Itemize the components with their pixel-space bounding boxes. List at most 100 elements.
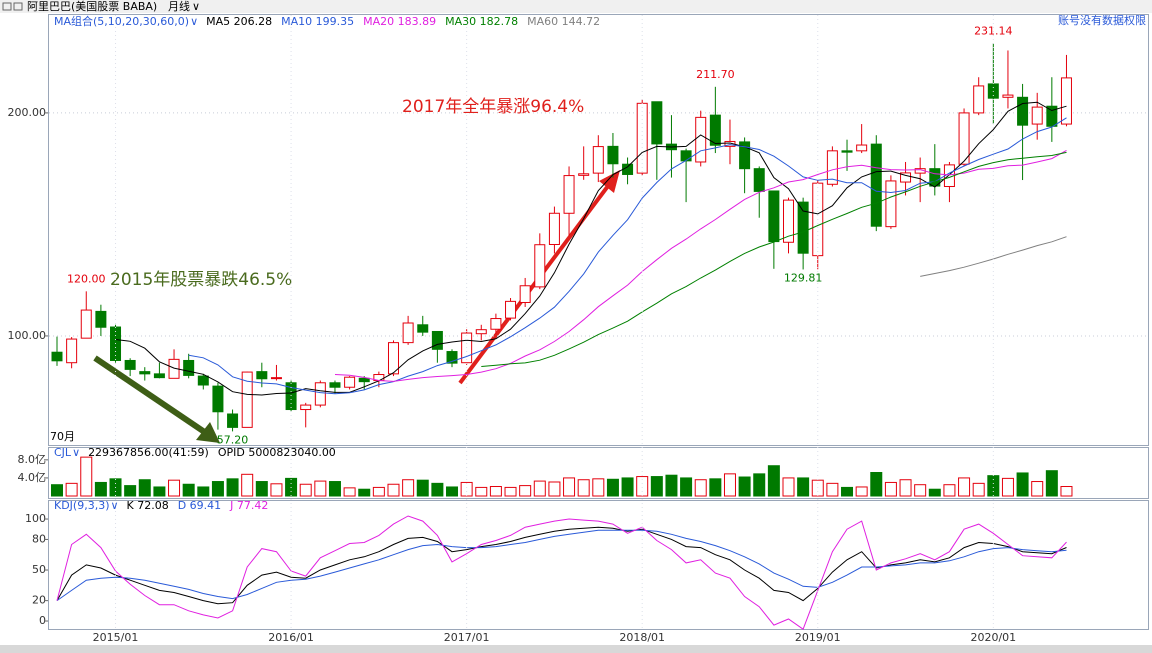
candle-body <box>548 212 560 245</box>
volume-bar <box>1060 486 1073 497</box>
candle-body <box>929 168 941 187</box>
legend-entry: MA10 199.35 <box>281 15 354 28</box>
candle-body <box>753 168 765 192</box>
volume-bar <box>782 477 795 497</box>
price-panel <box>48 14 1149 446</box>
volume-bar <box>1045 470 1058 497</box>
candle-body <box>973 85 985 114</box>
y-tick-label: 4.0亿 <box>18 471 47 484</box>
legend-entry[interactable]: KDJ(9,3,3) <box>54 499 110 512</box>
candle-body <box>856 144 868 152</box>
legend-entry[interactable]: CJL <box>54 446 72 459</box>
arrow-head <box>599 170 620 193</box>
candle-body <box>139 371 151 375</box>
volume-bar <box>372 486 385 497</box>
candle-body <box>870 143 882 227</box>
volume-bar <box>153 486 166 497</box>
candle-body <box>431 330 443 350</box>
arrow-head <box>196 422 220 443</box>
volume-bar <box>548 481 561 497</box>
top-bar <box>0 0 1152 13</box>
volume-bar <box>1031 481 1044 497</box>
low-label: 57.20 <box>217 433 249 446</box>
legend-entry: MA20 183.89 <box>363 15 436 28</box>
volume-bar <box>563 477 576 497</box>
volume-bar <box>168 479 181 497</box>
volume-bar <box>504 486 517 497</box>
volume-bar <box>826 482 839 497</box>
x-tick-label: 2020/01 <box>970 631 1016 644</box>
volume-bar <box>343 487 356 497</box>
candle-body <box>563 175 575 214</box>
volume-bar <box>914 484 927 497</box>
annotation: 2017年全年暴涨96.4% <box>402 97 584 117</box>
candle-body <box>783 199 794 243</box>
candle-body <box>900 172 912 183</box>
volume-bar <box>241 473 254 497</box>
legend-entry: J 77.42 <box>229 499 268 512</box>
y-tick-label: 80 <box>32 532 46 545</box>
volume-bar <box>387 483 400 497</box>
candle-body <box>958 112 970 165</box>
x-tick-label: 2016/01 <box>268 631 314 644</box>
y-tick-label: 0 <box>39 614 46 627</box>
volume-bar <box>226 478 239 497</box>
candle-body <box>607 145 619 165</box>
volume-bar <box>431 482 444 497</box>
candle-body <box>285 382 297 411</box>
legend-entry: 229367856.00(41:59) <box>88 446 209 459</box>
volume-bar <box>592 478 605 497</box>
candle-body <box>402 322 414 344</box>
volume-bar <box>606 478 619 497</box>
high-label: 231.14 <box>974 24 1013 37</box>
indicator-line <box>334 149 1067 382</box>
volume-bar <box>987 475 1000 497</box>
dropdown-glyph: ∨ <box>111 499 119 512</box>
candle-body <box>270 377 282 380</box>
candle-body <box>358 377 370 383</box>
candle-body <box>66 338 78 364</box>
legend-entry: K 72.08 <box>127 499 169 512</box>
legend-entry[interactable]: MA组合(5,10,20,30,60,0) <box>54 14 189 28</box>
volume-bar <box>738 476 751 497</box>
candle-body <box>256 371 268 380</box>
candle-body <box>885 180 897 228</box>
candle-body <box>51 351 63 362</box>
volume-panel <box>48 447 1149 499</box>
volume-bar <box>328 481 341 497</box>
dropdown-glyph[interactable]: ∨ <box>192 0 200 13</box>
candle-body <box>534 244 546 288</box>
icon[interactable] <box>2 2 12 11</box>
volume-bar <box>51 484 63 497</box>
high-label: 211.70 <box>696 68 735 81</box>
icon[interactable] <box>13 2 23 11</box>
candle-body <box>95 310 107 328</box>
y-tick-label: 20 <box>32 594 46 607</box>
candle-body <box>797 201 809 254</box>
x-tick-label: 2015/01 <box>93 631 139 644</box>
volume-bar <box>841 486 854 497</box>
volume-bar <box>270 483 283 497</box>
volume-bar <box>753 473 766 497</box>
candle-body <box>417 324 429 333</box>
indicator-line <box>481 151 1067 367</box>
volume-bar <box>621 477 634 497</box>
scroll-bar[interactable] <box>0 645 1152 653</box>
volume-bar <box>680 477 693 497</box>
candle-body <box>300 404 312 411</box>
volume-bar <box>797 477 810 497</box>
candle-body <box>329 382 341 388</box>
legend-entry: MA60 144.72 <box>527 15 600 28</box>
legend-entry: MA30 182.78 <box>445 15 518 28</box>
dropdown-glyph: ∨ <box>72 446 80 459</box>
candle-body <box>768 190 780 243</box>
candle-body <box>1046 105 1058 127</box>
volume-bar <box>416 479 429 497</box>
candle-body <box>519 285 531 303</box>
x-tick-label: 2019/01 <box>795 631 841 644</box>
period-selector[interactable]: 月线 <box>168 0 190 13</box>
volume-bar <box>870 472 883 497</box>
legend-entry: OPID 5000823040.00 <box>218 446 336 459</box>
volume-bar <box>650 476 663 497</box>
